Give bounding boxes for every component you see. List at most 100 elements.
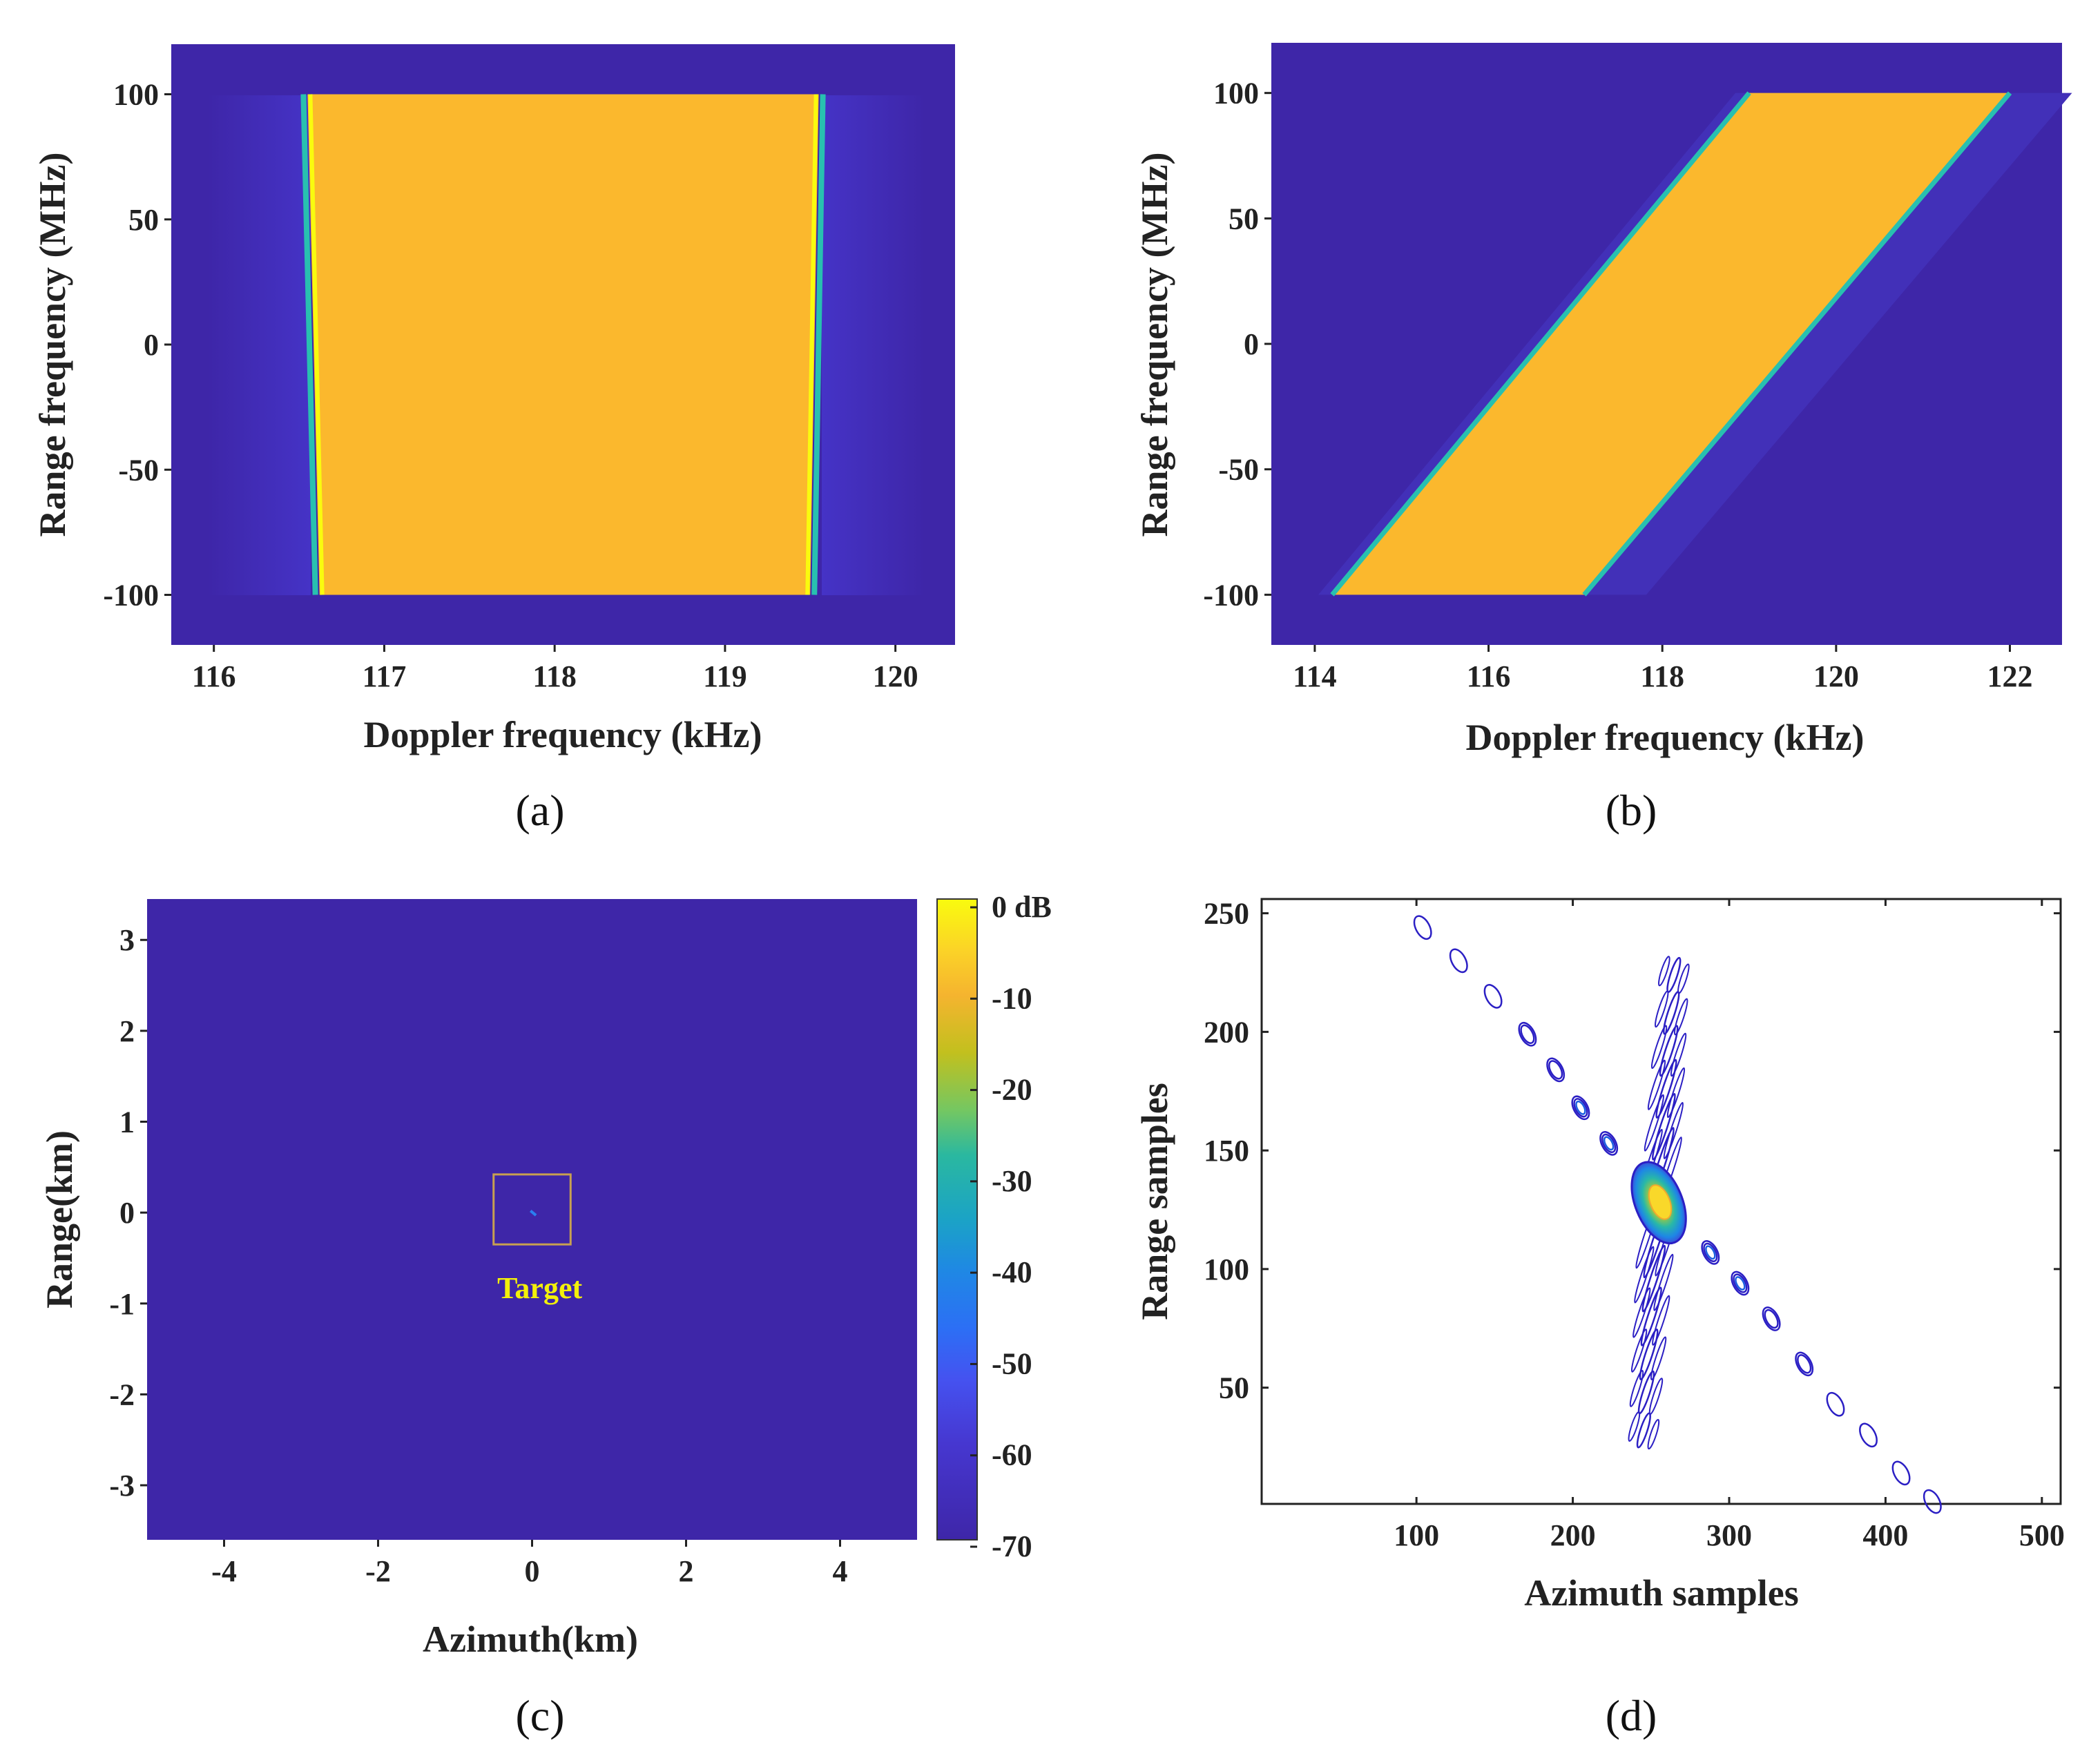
panel-d-ytick-label: 100 bbox=[1204, 1253, 1249, 1286]
panel-d-ytick-label: 150 bbox=[1204, 1134, 1249, 1168]
panel-d-sidelobe-range-stripe bbox=[1650, 1025, 1668, 1070]
panel-d-xtick-label: 500 bbox=[2019, 1518, 2065, 1552]
panel-d-sidelobe-range-stripe bbox=[1629, 1370, 1644, 1407]
panel-d-xlabel: Azimuth samples bbox=[1524, 1572, 1799, 1614]
panel-d-sidelobe-range-stripe bbox=[1673, 998, 1688, 1036]
panel-d-sidelobe-azimuth bbox=[1520, 1024, 1535, 1044]
panel-a-xtick-label: 118 bbox=[532, 659, 577, 693]
panel-b-ylabel: Range frequency (MHz) bbox=[1134, 153, 1175, 537]
panel-d-sidelobe-azimuth bbox=[1762, 1306, 1781, 1331]
panel-d-sidelobe-azimuth bbox=[1701, 1240, 1720, 1265]
panel-d-sidelobe-range bbox=[1640, 1286, 1662, 1346]
panel-b-xtick-label: 120 bbox=[1813, 659, 1859, 693]
panel-a-ytick-label: -100 bbox=[103, 579, 159, 612]
panel-d-sidelobe-range-stripe bbox=[1632, 1287, 1651, 1338]
panel-d-sidelobe-azimuth bbox=[1601, 1133, 1617, 1153]
panel-b-xtick-label: 118 bbox=[1640, 659, 1684, 693]
panel-a-xtick-label: 120 bbox=[873, 659, 918, 693]
panel-d-ytick-label: 50 bbox=[1219, 1371, 1249, 1405]
panel-a-right-edge-yellow bbox=[805, 94, 818, 595]
panel-c-xtick-label: -4 bbox=[211, 1554, 237, 1588]
panel-d-ytick-label: 200 bbox=[1204, 1015, 1249, 1049]
panel-a-ytick-label: 0 bbox=[144, 328, 159, 362]
panel-a-xlabel: Doppler frequency (kHz) bbox=[364, 714, 762, 755]
panel-d-sidelobe-azimuth bbox=[1575, 1100, 1586, 1115]
panel-d-xtick-label: 300 bbox=[1706, 1518, 1752, 1552]
panel-b-xtick-label: 116 bbox=[1467, 659, 1511, 693]
panel-d-sidelobe-range-stripe bbox=[1663, 1101, 1684, 1159]
panel-d-sidelobe-range-stripe bbox=[1652, 1295, 1670, 1346]
panel-a-left-edge-cyan bbox=[300, 94, 318, 595]
panel-c-xtick-label: 4 bbox=[833, 1554, 848, 1588]
panel-d-ytick-label: 250 bbox=[1204, 897, 1249, 931]
panel-d-ylabel: Range samples bbox=[1134, 1083, 1175, 1320]
panel-d-caption: (d) bbox=[1606, 1691, 1657, 1740]
panel-d-sidelobe-azimuth bbox=[1546, 1057, 1566, 1083]
colorbar-tick-label: -40 bbox=[992, 1255, 1032, 1289]
panel-a-band bbox=[307, 94, 819, 595]
panel-b-ytick-label: 50 bbox=[1229, 202, 1259, 235]
panel-d-contours bbox=[1413, 915, 1942, 1514]
panel-d-sidelobe-range-stripe bbox=[1647, 1059, 1666, 1110]
panel-c-ytick-label: -2 bbox=[109, 1378, 135, 1411]
panel-a-left-glow bbox=[207, 95, 311, 595]
panel-c-ticks: -4 -2 0 2 4 3 2 1 0 -1 -2 -3 bbox=[109, 923, 847, 1588]
panel-c-ytick-label: 1 bbox=[119, 1105, 135, 1139]
panel-d-sidelobe-range-stripe bbox=[1630, 1329, 1648, 1373]
panel-b: 114 116 118 120 122 100 50 0 -50 -100 Doppler fre… bbox=[1134, 43, 2072, 835]
panel-a: 116 117 118 119 120 100 50 0 -50 -100 Doppler fre… bbox=[32, 44, 955, 835]
colorbar-tick-label: 0 dB bbox=[992, 890, 1052, 924]
panel-c-xtick-label: 0 bbox=[525, 1554, 540, 1588]
panel-d-sidelobe-range-stripe bbox=[1670, 1032, 1687, 1077]
panel-d-sidelobe-range-stripe bbox=[1648, 1378, 1664, 1416]
panel-c-plot-area bbox=[147, 899, 917, 1540]
panel-c-xlabel: Azimuth(km) bbox=[423, 1619, 638, 1660]
panel-d-xtick-label: 100 bbox=[1394, 1518, 1439, 1552]
panel-d-sidelobe-azimuth bbox=[1449, 948, 1468, 974]
panel-d-sidelobe-azimuth bbox=[1483, 984, 1503, 1009]
panel-c-xtick-label: 2 bbox=[679, 1554, 694, 1588]
panel-d-sidelobe-azimuth bbox=[1733, 1273, 1748, 1293]
panel-b-right-edge-cyan bbox=[1582, 91, 2012, 597]
panel-a-xtick-label: 117 bbox=[363, 659, 407, 693]
panel-c-target-box bbox=[492, 1173, 572, 1246]
panel-b-ytick-label: 100 bbox=[1213, 77, 1259, 110]
panel-a-ylabel: Range frequency (MHz) bbox=[32, 153, 73, 537]
panel-d-sidelobe-azimuth bbox=[1891, 1460, 1911, 1486]
panel-d-main-lobe-core bbox=[1648, 1184, 1673, 1220]
panel-d-sidelobe-azimuth bbox=[1571, 1095, 1590, 1121]
panel-d-sidelobe-range bbox=[1641, 1244, 1666, 1313]
panel-d-sidelobe-azimuth bbox=[1797, 1354, 1812, 1374]
colorbar-tick-label: -50 bbox=[992, 1346, 1032, 1380]
panel-b-band bbox=[1332, 93, 2010, 595]
colorbar-tick-label: -70 bbox=[992, 1529, 1032, 1563]
panel-a-caption: (a) bbox=[515, 786, 564, 835]
colorbar-tick-label: -10 bbox=[992, 981, 1032, 1015]
panel-c-ytick-label: 2 bbox=[119, 1014, 135, 1048]
panel-d-sidelobe-azimuth bbox=[1735, 1276, 1746, 1291]
panel-d-sidelobe-azimuth bbox=[1923, 1489, 1942, 1514]
panel-c-target-point bbox=[529, 1209, 537, 1217]
panel-c-ytick-label: -3 bbox=[109, 1469, 135, 1503]
colorbar-tick-label: -30 bbox=[992, 1164, 1032, 1198]
panel-b-ytick-label: -100 bbox=[1203, 578, 1259, 612]
panel-d-sidelobe-range bbox=[1659, 1025, 1679, 1077]
panel-d-sidelobe-range bbox=[1639, 1329, 1659, 1380]
panel-d-sidelobe-azimuth bbox=[1795, 1351, 1814, 1377]
panel-d-sidelobe-range bbox=[1655, 1059, 1677, 1119]
panel-d-sidelobe-range-stripe bbox=[1647, 1419, 1660, 1450]
panel-d-sidelobe-range-stripe bbox=[1658, 956, 1670, 987]
panel-a-ytick-label: -50 bbox=[118, 453, 159, 487]
panel-c-caption: (c) bbox=[515, 1691, 564, 1740]
panel-d-sidelobe-range-stripe bbox=[1666, 1067, 1686, 1119]
panel-d-sidelobe-range-stripe bbox=[1644, 1094, 1665, 1152]
panel-d-xtick-label: 200 bbox=[1550, 1518, 1596, 1552]
panel-a-left-edge-yellow bbox=[308, 94, 325, 595]
panel-d-sidelobe-range-stripe bbox=[1650, 1336, 1667, 1380]
panel-b-caption: (b) bbox=[1606, 786, 1657, 835]
panel-c-ytick-label: 3 bbox=[119, 923, 135, 957]
panel-c-xtick-label: -2 bbox=[365, 1554, 391, 1588]
panel-a-xtick-label: 116 bbox=[192, 659, 236, 693]
